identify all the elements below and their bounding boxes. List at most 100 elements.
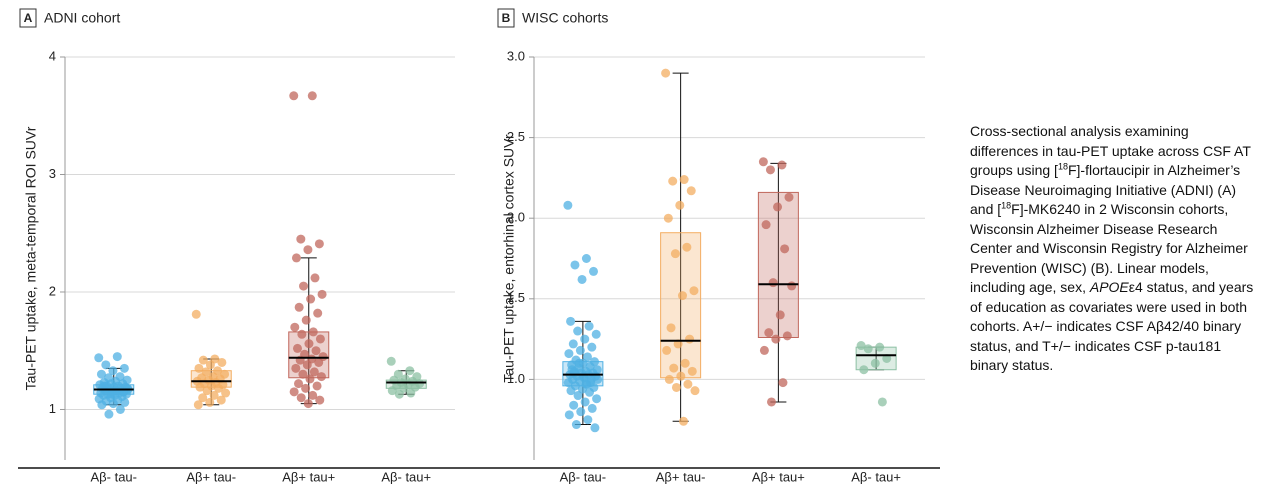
data-point [877,397,887,407]
data-point [569,400,579,410]
data-point [573,391,583,401]
y-tick-label: 3 [49,166,56,181]
data-point [198,355,208,365]
data-point [758,157,768,167]
data-point [394,389,404,399]
data-point [778,378,788,388]
data-point [668,176,678,186]
caption-text: F]-flortaucipir in Alzheimer’s Disease N… [970,162,1241,217]
data-point [577,274,587,284]
data-point [856,341,866,351]
data-point [863,344,873,354]
data-point [682,242,692,252]
caption-sup: 18 [1001,200,1012,211]
caption-text: ε4 status, and years of education as cov… [970,279,1254,373]
data-point [583,415,593,425]
data-point [315,395,325,405]
figure: A ADNI cohort Tau-PET uptake, meta-tempora… [18,8,940,484]
data-point [198,393,208,403]
data-point [575,345,585,355]
data-point [859,365,869,375]
data-point [870,358,880,368]
data-point [581,254,591,263]
data-point [107,389,117,399]
caption-text: Cross-sectional analysis examining diffe… [970,123,1251,178]
data-point [97,400,107,410]
data-point [676,371,686,381]
data-point [108,366,118,376]
data-point [875,342,885,352]
data-point [301,315,311,325]
y-tick-label: 2.0 [507,210,525,225]
data-point [677,291,687,301]
box [660,232,702,379]
panel-label: A [24,11,33,25]
data-point [666,323,676,333]
data-point [310,273,320,283]
data-point [680,358,690,368]
data-point [690,386,700,396]
data-point [573,326,583,336]
data-point [314,357,324,367]
data-point [576,407,586,417]
data-point [570,260,580,270]
data-point [671,382,681,392]
data-point [101,360,111,370]
data-point [670,249,680,259]
data-point [679,416,689,426]
data-point [687,366,697,376]
data-point [590,423,600,433]
y-tick-label: 2 [49,283,56,298]
data-point [120,397,130,407]
data-point [582,352,592,362]
data-point [313,308,323,318]
data-point [574,358,584,368]
x-tick-label: Aβ- tau- [560,469,607,484]
data-point [316,372,326,382]
data-point [761,220,771,230]
data-point [317,289,327,299]
data-point [588,266,598,276]
data-point [305,374,315,384]
x-tick-label: Aβ- tau- [91,469,138,484]
data-point [777,160,787,170]
data-point [119,363,129,373]
data-point [205,397,215,407]
data-point [308,390,318,400]
data-point [782,331,792,341]
data-point [568,339,578,349]
data-point [571,420,581,430]
y-tick-label: 4 [49,48,56,63]
data-point [580,334,590,344]
data-point [301,383,311,393]
data-point [290,322,300,332]
data-point [405,366,415,376]
data-point [587,342,597,352]
data-point [766,397,776,407]
data-point [216,395,226,405]
data-point [661,68,671,78]
data-point [566,386,576,396]
data-point [685,334,695,344]
caption: Cross-sectional analysis examining diffe… [970,122,1260,376]
data-point [566,316,576,326]
caption-sup: 18 [1057,161,1068,172]
data-point [679,175,689,185]
x-tick-label: Aβ+ tau+ [282,469,335,484]
data-point [307,91,317,101]
data-point [564,349,574,359]
data-point [299,281,309,291]
y-tick-label: 2.5 [507,129,525,144]
data-point [662,345,672,355]
data-point [780,244,790,254]
x-tick-label: Aβ+ tau- [656,469,706,484]
x-tick-label: Aβ- tau+ [851,469,901,484]
data-point [303,399,313,409]
data-point [202,386,212,396]
data-point [291,363,301,373]
data-point [787,281,797,291]
data-point [387,386,397,396]
data-point [112,352,122,362]
data-point [386,356,396,366]
data-point [564,410,574,420]
